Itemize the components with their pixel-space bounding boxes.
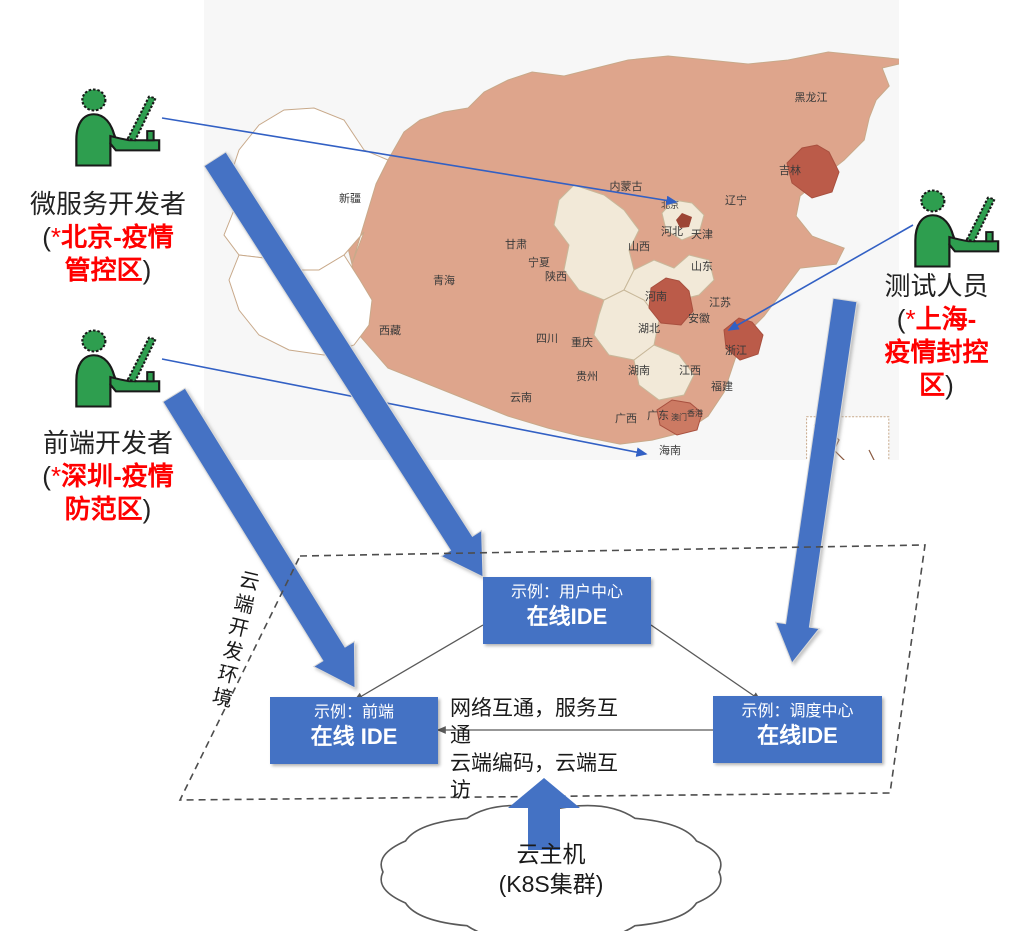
svg-text:北京: 北京 <box>661 199 679 210</box>
svg-text:云南: 云南 <box>510 391 532 404</box>
svg-text:江西: 江西 <box>679 364 701 377</box>
svg-text:重庆: 重庆 <box>571 335 593 349</box>
svg-text:山西: 山西 <box>628 240 650 253</box>
svg-text:河南: 河南 <box>645 290 667 303</box>
svg-text:香港: 香港 <box>687 408 703 418</box>
svg-text:湖南: 湖南 <box>628 364 650 377</box>
svg-text:西藏: 西藏 <box>379 324 401 337</box>
svg-text:广西: 广西 <box>615 412 637 425</box>
svg-text:青海: 青海 <box>433 273 455 287</box>
svg-text:内蒙古: 内蒙古 <box>610 179 643 193</box>
svg-text:澳门: 澳门 <box>671 412 687 422</box>
svg-text:湖北: 湖北 <box>638 322 660 335</box>
svg-text:四川: 四川 <box>536 333 558 345</box>
svg-text:安徽: 安徽 <box>688 311 710 325</box>
svg-text:黑龙江: 黑龙江 <box>795 91 828 104</box>
svg-text:河北: 河北 <box>661 225 683 238</box>
svg-text:海南: 海南 <box>659 443 681 457</box>
svg-text:福建: 福建 <box>711 379 733 393</box>
svg-text:陕西: 陕西 <box>545 269 567 283</box>
svg-text:吉林: 吉林 <box>779 163 801 177</box>
svg-text:新疆: 新疆 <box>339 191 361 205</box>
svg-text:浙江: 浙江 <box>725 344 747 357</box>
svg-text:贵州: 贵州 <box>576 370 598 383</box>
svg-text:天津: 天津 <box>691 228 713 241</box>
svg-text:宁夏: 宁夏 <box>528 255 550 269</box>
svg-text:广东: 广东 <box>647 409 669 422</box>
svg-text:辽宁: 辽宁 <box>725 193 747 207</box>
svg-text:山东: 山东 <box>691 260 713 273</box>
svg-text:江苏: 江苏 <box>709 296 731 309</box>
svg-text:甘肃: 甘肃 <box>505 238 527 251</box>
